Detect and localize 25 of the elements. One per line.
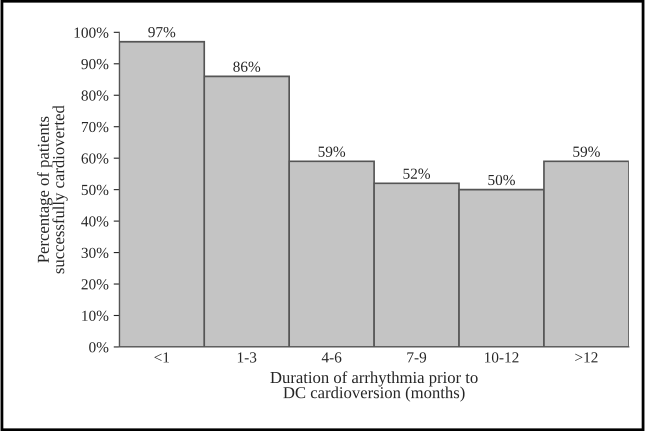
data-label: 97% [148, 26, 176, 38]
y-tick-label: 10% [82, 310, 108, 321]
y-axis-title: Percentage of patients successfully cardioverted [37, 105, 68, 274]
y-tick-label: 50% [82, 184, 108, 196]
y-tick-label: 100% [74, 27, 108, 38]
data-label: 59% [573, 146, 600, 157]
y-tick-label: 80% [81, 90, 108, 101]
x-tick-label: >12 [575, 352, 598, 362]
y-tick-label: 20% [82, 279, 108, 290]
data-label: 50% [488, 174, 515, 186]
x-tick-label: 7-9 [407, 352, 426, 363]
y-tick-label: 40% [81, 216, 108, 227]
data-label: 86% [233, 62, 260, 72]
y-tick-label: 90% [81, 58, 108, 70]
x-tick-label: 1-3 [238, 352, 256, 363]
y-tick-label: 0% [89, 342, 108, 352]
x-tick-label: 10-12 [485, 352, 518, 363]
y-tick-label: 30% [82, 248, 108, 258]
x-tick-label: 4-6 [322, 352, 342, 363]
x-axis-title: Duration of arrhythmia prior to DC cardioversion (months) [270, 371, 478, 402]
y-tick-label: 70% [82, 122, 108, 132]
x-tick-label: <1 [154, 352, 169, 362]
y-tick-label: 60% [82, 153, 108, 164]
data-label: 59% [318, 146, 346, 157]
data-label: 52% [403, 168, 430, 179]
